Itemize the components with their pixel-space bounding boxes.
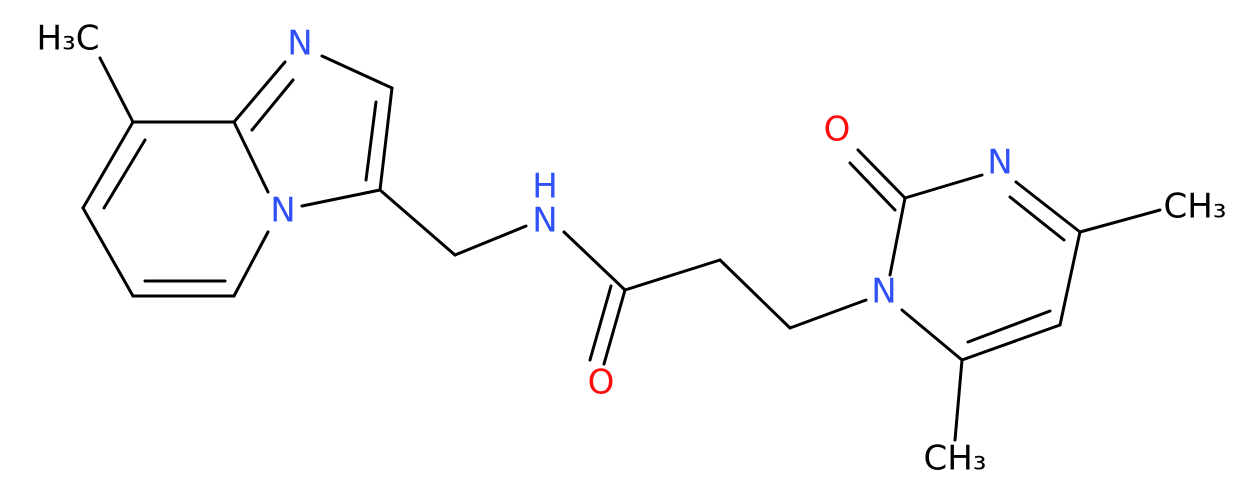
atom-label: N	[287, 24, 312, 64]
atom-label: O	[588, 363, 615, 403]
atom-label: N	[532, 201, 557, 241]
atom-label: N	[270, 191, 295, 231]
atom-label: N	[987, 143, 1012, 183]
atom-label: O	[824, 110, 851, 150]
atom-label: CH₃	[924, 439, 987, 479]
atom-label: N	[871, 272, 896, 312]
atom-label: CH₃	[1164, 187, 1227, 227]
bonds	[81, 54, 1162, 442]
atom-label: H₃C	[37, 19, 100, 59]
atom-label: H	[532, 167, 558, 207]
